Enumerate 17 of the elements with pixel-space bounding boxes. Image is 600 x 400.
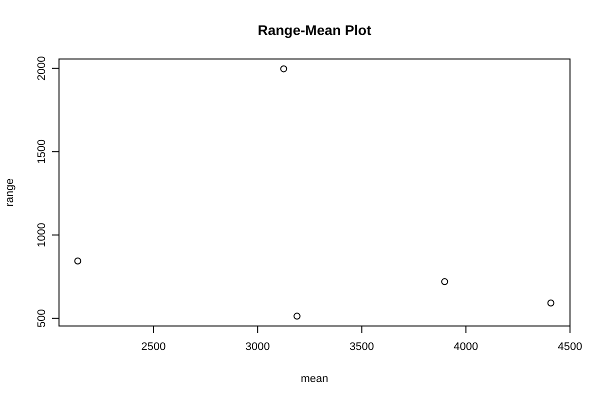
y-tick-label: 1000 — [36, 222, 48, 248]
x-axis-title: mean — [300, 373, 328, 385]
y-tick-label: 2000 — [36, 56, 48, 81]
point — [74, 258, 82, 264]
y-tick-label: 500 — [36, 309, 48, 328]
point — [441, 278, 448, 286]
x-tick-label: 3000 — [245, 340, 270, 353]
point — [294, 312, 301, 320]
chart-title: Range-Mean Plot — [258, 22, 372, 38]
point — [547, 300, 554, 306]
x-tick-label: 2500 — [141, 340, 166, 353]
point — [280, 65, 288, 72]
x-tick-label: 3500 — [350, 340, 374, 353]
y-tick-label: 1500 — [36, 139, 48, 164]
x-tick-label: 4500 — [558, 340, 582, 353]
y-axis-title: range — [4, 178, 16, 207]
x-tick-label: 4000 — [454, 340, 478, 353]
